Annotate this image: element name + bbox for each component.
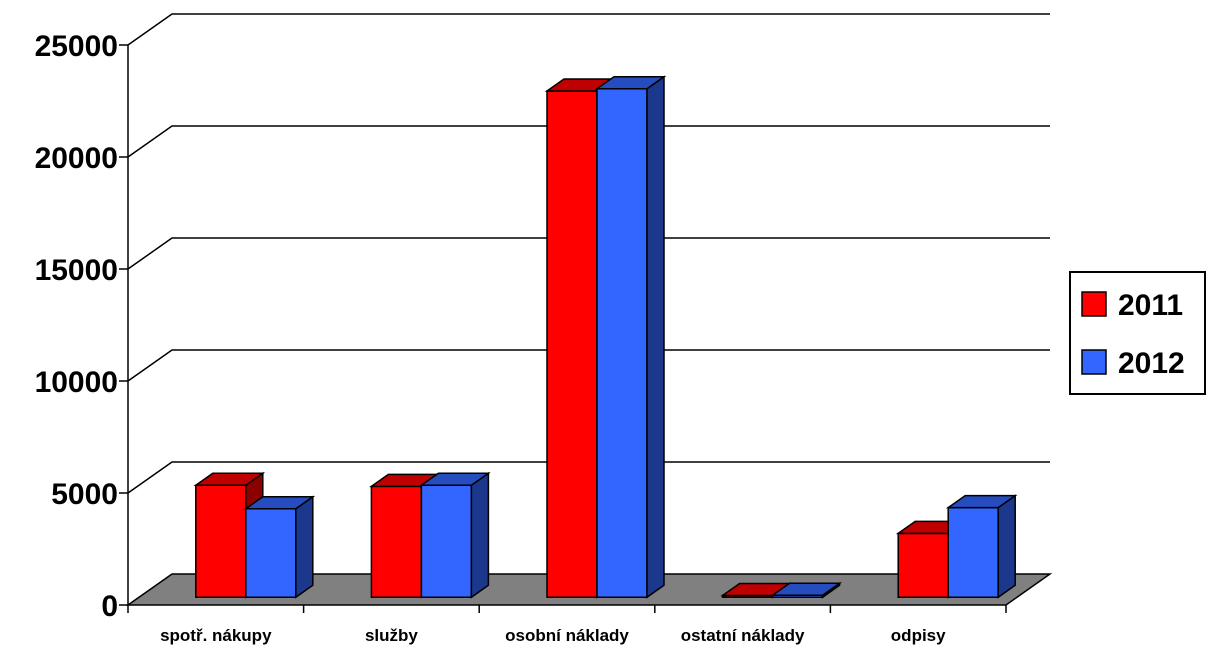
y-tick-label: 20000 [35, 142, 118, 175]
x-tick-label: odpisy [891, 626, 946, 645]
bar-front-face [420, 484, 473, 598]
bar-side-face [295, 495, 314, 599]
bar [243, 495, 316, 599]
x-tick-label: osobní náklady [505, 626, 629, 645]
bar-front-face [897, 532, 949, 598]
x-tick-labels: spotř. nákupy služby osobní náklady ostatní… [160, 626, 946, 645]
x-tick-label: ostatní náklady [681, 626, 805, 645]
y-tick-label: 15000 [35, 254, 118, 287]
x-tick-label: služby [365, 626, 418, 645]
bar-front-face [370, 485, 423, 598]
legend-label: 2012 [1118, 347, 1185, 380]
legend-swatch [1081, 349, 1107, 375]
gridline [127, 349, 1050, 382]
bar-front-face [195, 484, 247, 598]
bar-side-face [646, 75, 665, 599]
bar-top-face [193, 472, 266, 486]
bar-top-face [594, 76, 667, 90]
bar-front-face [947, 506, 999, 598]
bar [594, 75, 667, 599]
bar-front-face [596, 88, 648, 599]
bar [770, 581, 842, 599]
y-tick-labels: 0 5000 10000 15000 20000 25000 [35, 30, 118, 623]
y-tick-label: 5000 [51, 478, 118, 511]
gridline [127, 125, 1050, 158]
y-tick-label: 10000 [35, 366, 118, 399]
gridline [127, 237, 1050, 270]
legend: 2011 2012 [1069, 271, 1206, 395]
legend-swatch [1081, 291, 1107, 317]
bar-front-face [546, 90, 598, 598]
gridline [127, 461, 1050, 494]
y-tick-label: 0 [101, 590, 118, 623]
bar [419, 471, 491, 599]
bar-side-face [997, 494, 1016, 599]
bar-top-face [770, 582, 842, 596]
legend-label: 2011 [1118, 289, 1183, 322]
bar-top-face [419, 472, 491, 486]
bar-front-face [245, 508, 297, 598]
bar-side-face [470, 471, 490, 599]
bar-top-face [243, 496, 316, 510]
gridline [127, 13, 1050, 46]
y-tick-label: 25000 [35, 30, 118, 63]
bar [945, 494, 1018, 599]
x-tick-label: spotř. nákupy [160, 626, 272, 645]
bar-top-face [945, 494, 1018, 509]
gridlines [127, 13, 1050, 494]
bars [193, 75, 1018, 599]
axes [119, 44, 1007, 613]
